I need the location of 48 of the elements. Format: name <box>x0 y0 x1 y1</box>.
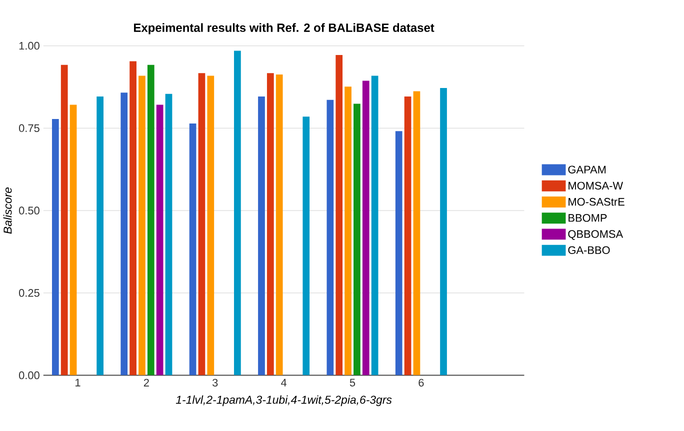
bar <box>413 91 420 376</box>
y-axis-title: Baliscore <box>3 187 12 234</box>
bar <box>302 116 310 376</box>
y-tick-label: 0.00 <box>18 371 40 380</box>
bar <box>96 96 104 376</box>
bar <box>404 96 412 376</box>
bar <box>362 80 370 376</box>
bar <box>336 54 343 376</box>
bar <box>371 76 378 376</box>
bar <box>138 76 146 376</box>
x-tick-label: 6 <box>418 378 424 387</box>
chart-title: Expeimental results with Ref. 2 of BALiBASE dataset <box>134 23 434 34</box>
bar <box>70 104 77 376</box>
bar <box>395 131 402 376</box>
legend-label: QBBOMSA <box>568 230 624 240</box>
bar <box>60 64 68 376</box>
x-tick-label: 3 <box>212 378 218 387</box>
bar <box>52 118 59 376</box>
x-axis-title: 1-1lvl,2-1pamA,3-1ubi,4-1wit,5-2pia,6-3grs <box>176 395 392 406</box>
y-tick-label: 0.50 <box>18 206 40 214</box>
legend-label: GA-BBO <box>568 246 610 254</box>
y-tick-label: 1.00 <box>19 42 40 50</box>
bar <box>130 61 136 376</box>
x-tick-label: 1 <box>76 378 80 386</box>
bar <box>326 100 334 376</box>
legend-label: MOMSA-W <box>568 182 624 190</box>
bar <box>276 74 283 376</box>
bar <box>147 64 154 376</box>
bar <box>207 76 214 376</box>
y-tick-label: 0.75 <box>18 124 40 132</box>
bar <box>440 88 447 376</box>
legend-label: BBOMP <box>568 214 607 222</box>
x-tick-label: 4 <box>281 378 287 386</box>
bar <box>344 86 352 376</box>
bar <box>354 104 360 376</box>
bar <box>189 124 196 376</box>
x-tick-label: 2 <box>144 378 149 386</box>
legend-label: MO-SAStrE <box>568 198 624 206</box>
bar <box>120 92 128 376</box>
bar <box>266 73 274 376</box>
y-tick-label: 0.25 <box>18 289 40 297</box>
bar <box>198 73 206 376</box>
bar <box>156 104 164 376</box>
bar <box>258 96 265 376</box>
x-tick-label: 5 <box>350 378 356 386</box>
bar <box>165 94 172 376</box>
bar <box>234 50 241 376</box>
legend-label: GAPAM <box>568 166 606 174</box>
